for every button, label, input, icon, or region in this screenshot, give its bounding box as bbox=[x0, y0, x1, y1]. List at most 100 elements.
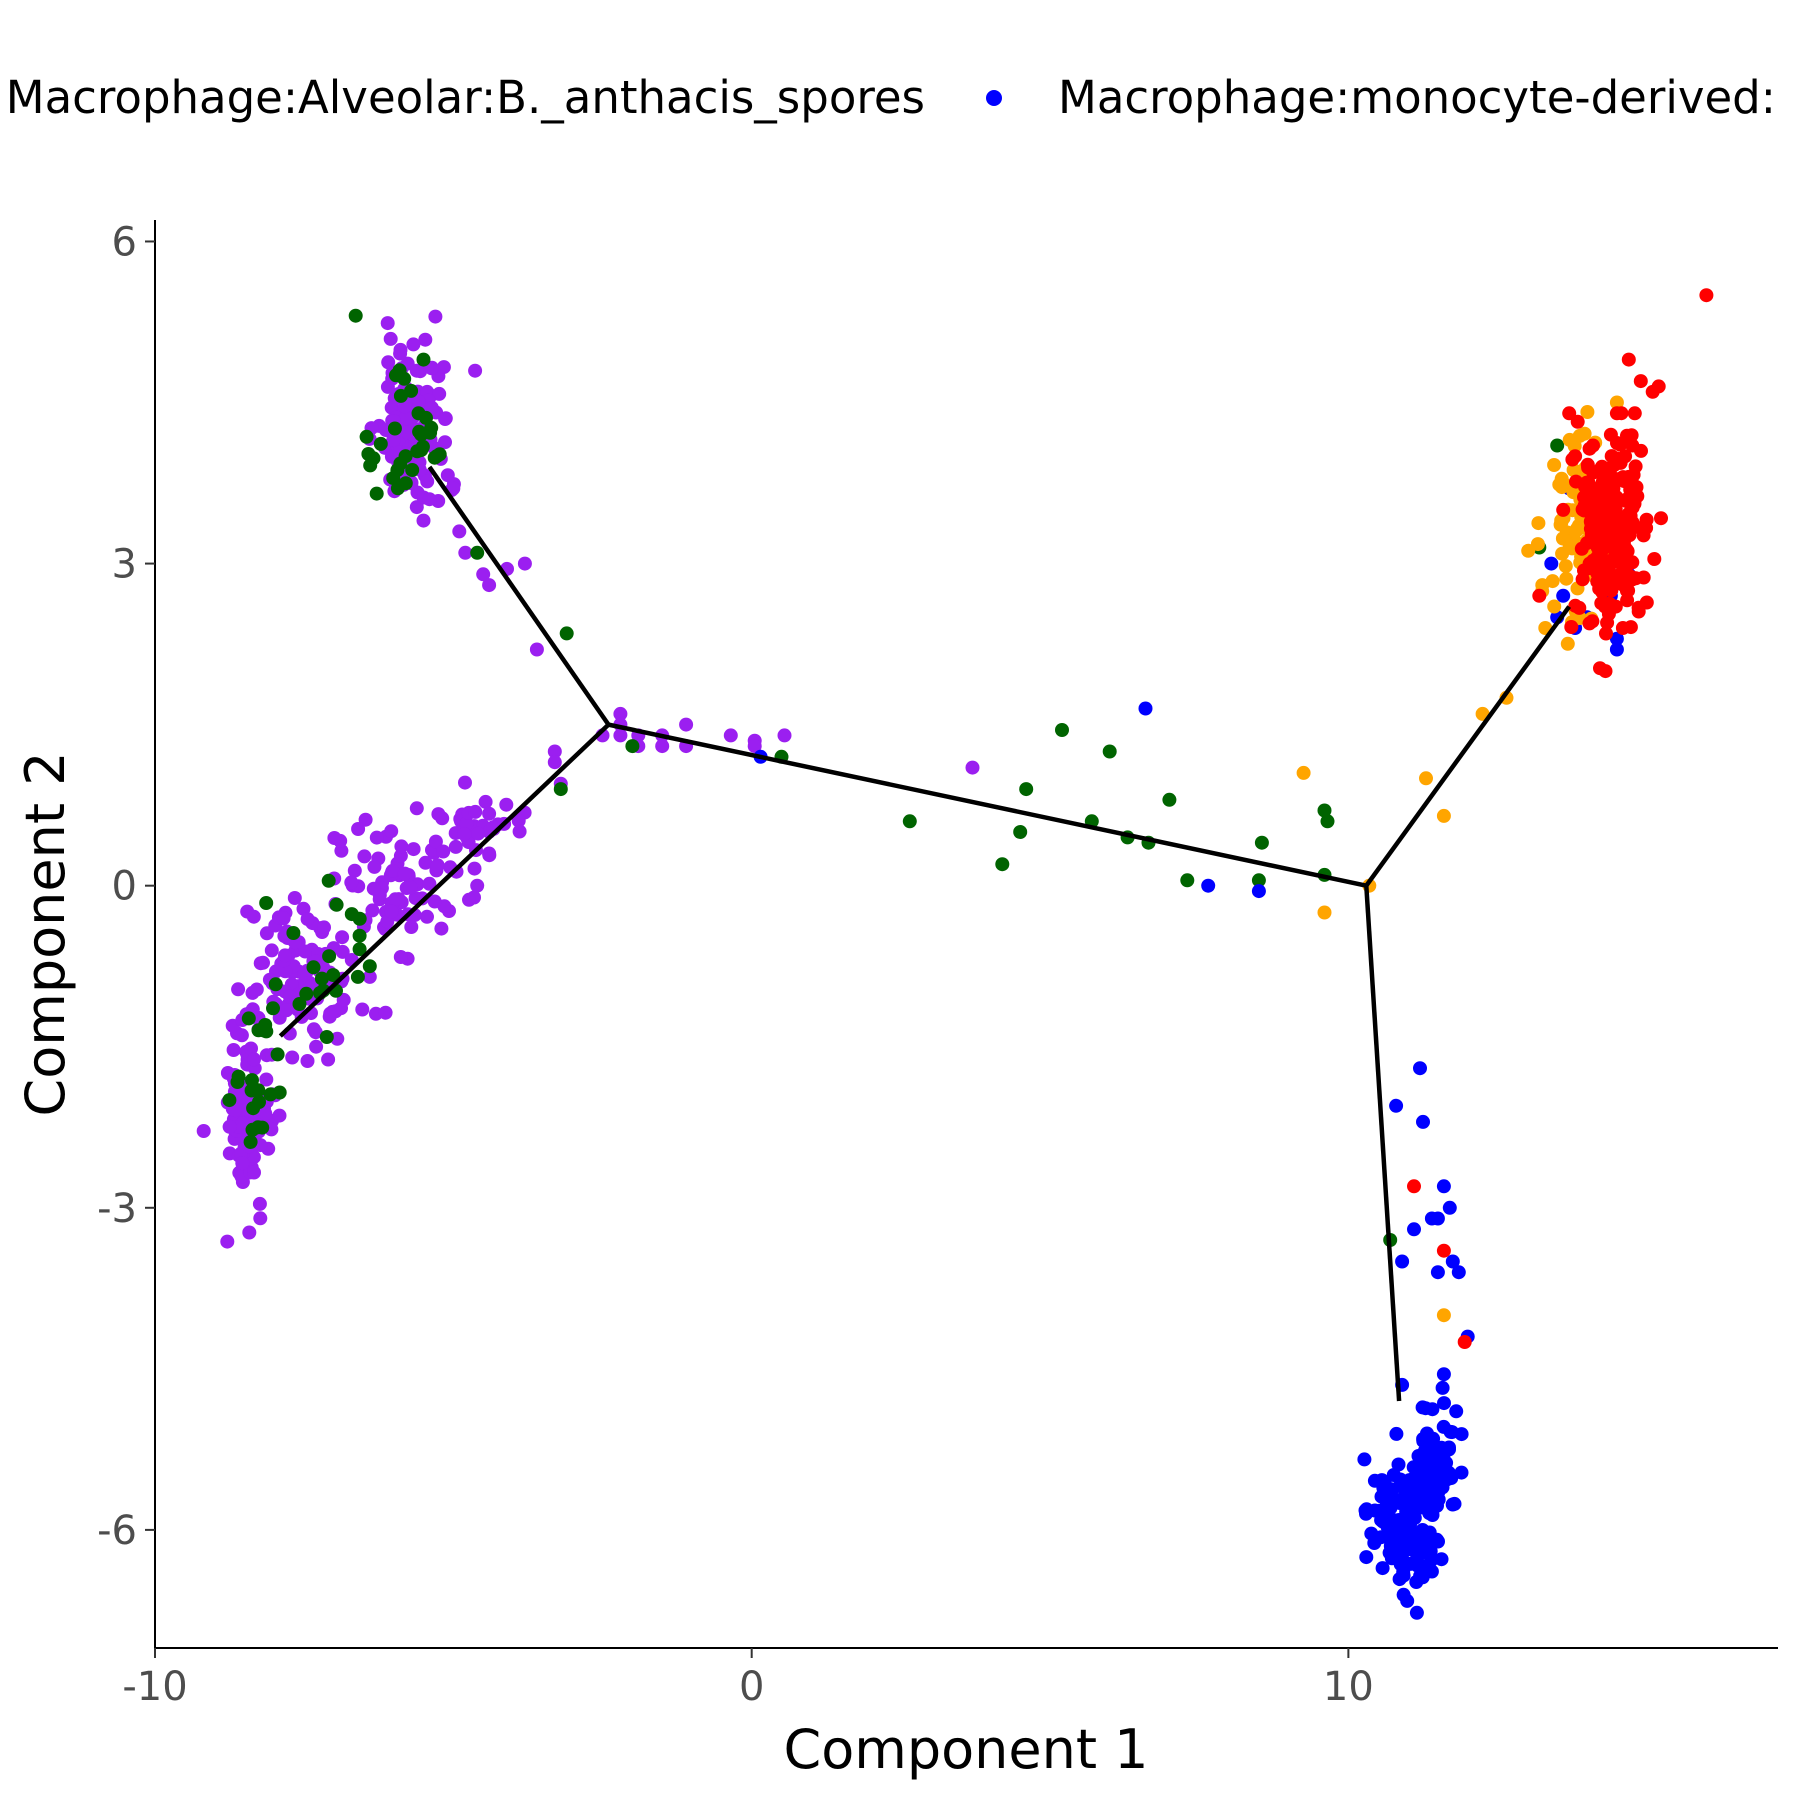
data-point bbox=[1568, 449, 1583, 464]
data-point bbox=[1619, 564, 1634, 579]
data-point bbox=[347, 863, 362, 878]
data-point bbox=[1436, 1419, 1451, 1434]
data-point bbox=[1393, 1479, 1408, 1494]
data-point bbox=[428, 834, 443, 849]
data-point bbox=[1251, 884, 1266, 899]
data-point bbox=[418, 855, 433, 870]
data-point bbox=[309, 1039, 324, 1054]
data-point bbox=[1595, 475, 1610, 490]
data-point bbox=[1435, 1380, 1450, 1395]
data-point bbox=[1162, 792, 1177, 807]
data-point bbox=[1372, 1503, 1387, 1518]
data-point bbox=[1645, 384, 1660, 399]
data-point bbox=[336, 992, 351, 1007]
data-point bbox=[404, 920, 419, 934]
data-point bbox=[365, 903, 380, 918]
data-point bbox=[414, 443, 429, 458]
data-point bbox=[1603, 427, 1618, 442]
data-point bbox=[380, 316, 395, 331]
data-point bbox=[1564, 620, 1579, 634]
data-point bbox=[366, 881, 381, 896]
data-point bbox=[1251, 873, 1266, 888]
data-point bbox=[1430, 1265, 1445, 1280]
data-point bbox=[1384, 1547, 1399, 1562]
legend-label-monocyte: Macrophage:monocyte-derived: bbox=[1058, 71, 1776, 124]
data-point bbox=[247, 1052, 261, 1067]
data-point bbox=[1418, 1545, 1433, 1560]
data-point bbox=[397, 866, 412, 881]
data-point bbox=[401, 425, 416, 440]
data-point bbox=[393, 950, 408, 964]
data-point bbox=[1621, 469, 1636, 484]
data-point bbox=[1375, 1561, 1390, 1576]
data-point bbox=[1621, 352, 1636, 367]
data-point bbox=[1407, 1179, 1421, 1194]
data-point bbox=[1430, 1456, 1445, 1471]
data-point bbox=[468, 804, 483, 819]
data-point bbox=[1609, 642, 1624, 657]
data-point bbox=[1633, 374, 1648, 389]
data-point bbox=[1201, 878, 1216, 893]
data-point bbox=[777, 728, 792, 743]
data-point bbox=[259, 896, 274, 910]
data-point bbox=[1636, 570, 1651, 585]
data-point bbox=[1102, 744, 1117, 759]
data-point bbox=[348, 308, 363, 323]
data-point bbox=[266, 1001, 280, 1016]
data-point bbox=[1622, 528, 1637, 543]
data-point bbox=[1560, 636, 1575, 651]
data-point bbox=[398, 449, 413, 464]
data-point bbox=[1588, 515, 1603, 530]
data-point bbox=[378, 1005, 393, 1020]
data-point bbox=[326, 968, 341, 983]
data-point bbox=[244, 1041, 258, 1056]
data-point bbox=[243, 1135, 258, 1149]
data-point bbox=[362, 969, 377, 984]
data-point bbox=[1590, 549, 1605, 564]
data-point bbox=[220, 1234, 235, 1249]
data-point bbox=[1447, 1496, 1462, 1511]
x-axis-ticks: -10 0 10 bbox=[122, 1648, 1374, 1710]
data-point bbox=[1436, 1243, 1451, 1258]
data-point bbox=[416, 513, 431, 528]
data-point bbox=[409, 363, 424, 378]
data-point bbox=[438, 411, 453, 426]
data-point bbox=[430, 858, 445, 873]
data-point bbox=[272, 1085, 287, 1100]
data-point bbox=[1430, 1211, 1445, 1226]
data-point bbox=[264, 943, 279, 958]
data-point bbox=[1442, 1200, 1457, 1215]
data-point bbox=[388, 892, 403, 907]
data-point bbox=[317, 920, 331, 935]
data-point bbox=[1435, 1480, 1450, 1495]
trajectory-segment bbox=[1364, 605, 1571, 888]
data-point bbox=[1609, 406, 1624, 421]
data-point bbox=[350, 969, 365, 984]
data-point bbox=[995, 857, 1010, 872]
data-point bbox=[1575, 502, 1590, 517]
data-point bbox=[351, 822, 366, 836]
data-point bbox=[330, 1031, 345, 1046]
data-point bbox=[1580, 457, 1595, 472]
data-point bbox=[369, 830, 384, 845]
data-point bbox=[517, 556, 532, 571]
data-point bbox=[1445, 1254, 1460, 1269]
data-point bbox=[902, 814, 917, 829]
data-point bbox=[1409, 1575, 1424, 1589]
data-points bbox=[196, 288, 1714, 1620]
data-point bbox=[393, 388, 408, 403]
data-point bbox=[1550, 438, 1565, 453]
data-point bbox=[278, 964, 293, 979]
data-point bbox=[362, 959, 377, 974]
data-point bbox=[438, 435, 452, 450]
data-point bbox=[1570, 414, 1585, 429]
data-point bbox=[1296, 765, 1311, 780]
data-point bbox=[458, 545, 473, 560]
y-tick-label: -3 bbox=[97, 1186, 137, 1232]
data-point bbox=[1454, 1465, 1469, 1480]
data-point bbox=[308, 1025, 323, 1040]
data-point bbox=[1547, 599, 1562, 614]
data-point bbox=[1436, 1308, 1451, 1323]
series-1 bbox=[222, 308, 1565, 1247]
y-tick-label: 0 bbox=[112, 864, 137, 910]
